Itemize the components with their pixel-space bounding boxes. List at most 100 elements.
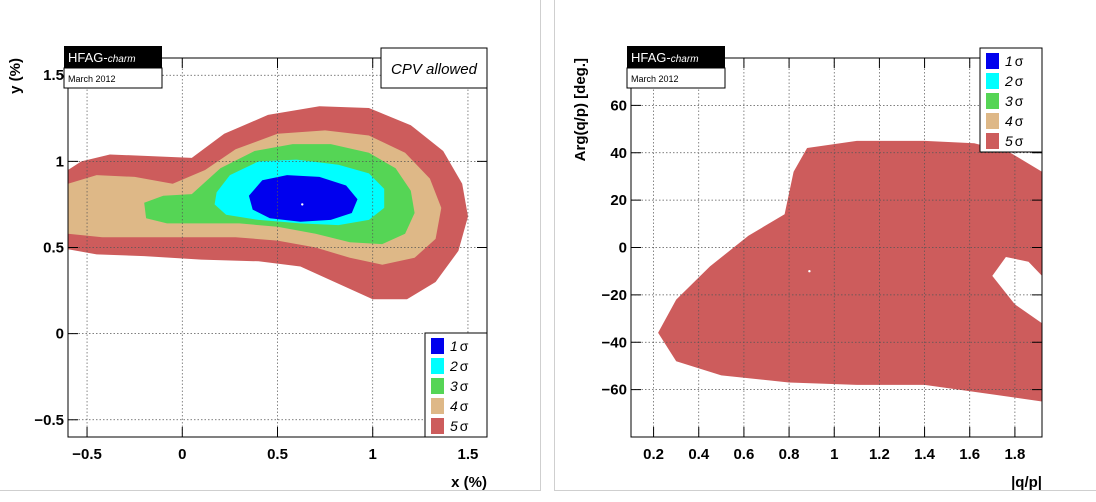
legend-swatch-2-sigma [431,358,444,374]
legend-sigma-symbol: σ [1015,133,1024,149]
qp-phase-contour-chart: 0.2 0.4 0.6 0.8 1 1.2 1.4 1.6 1.8 −60 −40 −20 0 20 40 6… [572,46,1043,490]
contour-1-sigma [248,175,358,222]
x-tick-label: 1.6 [959,446,980,463]
y-tick-label: −40 [602,334,627,351]
y-tick-label: 0 [619,240,627,257]
legend-sigma-symbol: σ [460,378,469,394]
y-tick-label: 60 [610,97,627,114]
legend-swatch-3-sigma [431,378,444,394]
contour-layer [68,106,468,300]
legend-swatch-1-sigma [986,53,999,69]
legend-level-number: 2 [1004,73,1013,89]
legend: 1 σ2 σ3 σ4 σ5 σ [424,332,488,438]
legend-sigma-symbol: σ [460,338,469,354]
grid-lines [68,58,487,437]
legend-swatch-5-sigma [431,418,444,434]
contour-layer [658,140,1042,402]
legend-level-number: 1 [1005,53,1013,69]
badge-date-box [626,67,726,89]
x-tick-label: 0.4 [688,446,710,463]
legend-sigma-symbol: σ [1015,53,1024,69]
x-tick-label: 0.6 [733,446,754,463]
legend-swatch-4-sigma [986,113,999,129]
cpv-note-box [380,47,488,89]
legend-level-number: 5 [450,418,458,434]
y-tick-label: −0.5 [34,412,64,429]
legend-sigma-symbol: σ [1015,73,1024,89]
badge-date: March 2012 [68,74,116,84]
x-tick-label: 1 [369,446,377,463]
badge-title-italic: charm [108,54,136,65]
x-tick-label: 1.5 [458,446,479,463]
hfag-badge: HFAG-charm March 2012 [626,46,726,89]
legend-level-number: 4 [1005,113,1013,129]
left-chart-panel: −0.5 0 0.5 1 1.5 −0.5 0 0.5 1 1.5 x (%) y (%) HFAG-c… [0,0,541,491]
right-chart-panel: 0.2 0.4 0.6 0.8 1 1.2 1.4 1.6 1.8 −60 −40 −20 0 20 40 6… [554,0,1096,491]
legend-level-number: 4 [450,398,458,414]
badge-title-italic: charm [671,54,699,65]
x-tick-label: 0.8 [779,446,800,463]
legend-sigma-symbol: σ [1015,93,1024,109]
badge-title-main: HFAG- [68,50,108,65]
badge-title-box [64,46,162,68]
legend-swatch-5-sigma [986,133,999,149]
legend-swatch-2-sigma [986,73,999,89]
y-tick-label: 40 [610,145,627,162]
badge-title-box [627,46,725,68]
x-tick-label: 1.4 [914,446,936,463]
contour-5-sigma [658,140,1042,402]
legend-swatch-4-sigma [431,398,444,414]
badge-date: March 2012 [631,74,679,84]
legend-level-number: 3 [450,378,458,394]
x-tick-label: 0.2 [643,446,664,463]
legend-swatch-3-sigma [986,93,999,109]
legend-level-number: 3 [1005,93,1013,109]
axes: 0.2 0.4 0.6 0.8 1 1.2 1.4 1.6 1.8 −60 −40 −20 0 20 40 6… [602,58,1042,463]
badge-title-main: HFAG- [631,50,671,65]
x-tick-label: −0.5 [72,446,102,463]
y-tick-label: 0.5 [43,240,64,257]
x-tick-label: 1 [830,446,838,463]
legend-sigma-symbol: σ [460,398,469,414]
legend-level-number: 5 [1005,133,1013,149]
axes: −0.5 0 0.5 1 1.5 −0.5 0 0.5 1 1.5 [34,58,487,463]
cpv-note-text: CPV allowed [391,61,478,78]
best-fit-point [808,269,811,273]
x-axis-label: x (%) [451,474,487,490]
cpv-note: CPV allowed [380,47,488,89]
y-tick-label: 1.5 [43,67,64,84]
x-tick-label: 0.5 [267,446,288,463]
y-tick-label: −20 [602,287,627,304]
legend-level-number: 1 [450,338,458,354]
y-tick-label: 0 [56,326,64,343]
badge-title: HFAG-charm [631,50,699,65]
legend-level-number: 2 [449,358,458,374]
badge-date-box [63,67,163,89]
y-tick-label: 20 [610,192,627,209]
x-tick-label: 1.2 [869,446,890,463]
xy-contour-chart: −0.5 0 0.5 1 1.5 −0.5 0 0.5 1 1.5 x (%) y (%) HFAG-c… [7,46,488,490]
legend-sigma-symbol: σ [1015,113,1024,129]
x-tick-label: 0 [178,446,186,463]
y-tick-label: −60 [602,382,627,399]
badge-title: HFAG-charm [68,50,136,65]
legend-sigma-symbol: σ [460,358,469,374]
y-tick-label: 1 [56,153,64,170]
y-axis-label: Arg(q/p) [deg.] [572,58,589,161]
legend-swatch-1-sigma [431,338,444,354]
best-fit-point [301,203,304,206]
legend-sigma-symbol: σ [460,418,469,434]
hfag-badge: HFAG-charm March 2012 [63,46,163,89]
x-axis-label: |q/p| [1011,474,1042,490]
legend: 1 σ2 σ3 σ4 σ5 σ [979,47,1043,153]
